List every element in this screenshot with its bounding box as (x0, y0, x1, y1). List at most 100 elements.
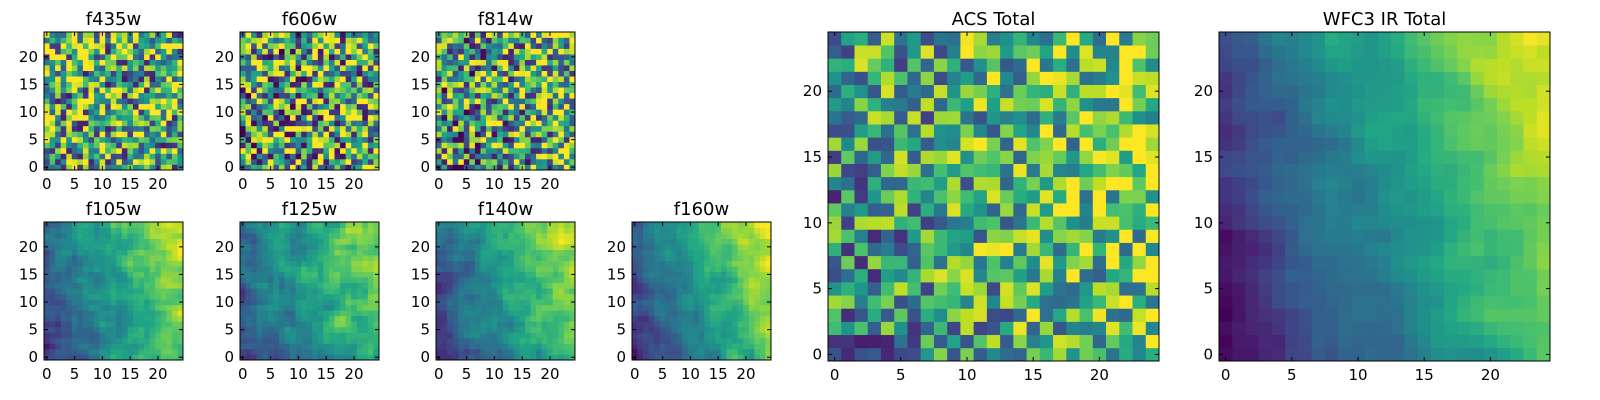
heatmap-cell (273, 343, 280, 350)
heatmap-cell (367, 326, 374, 333)
heatmap-cell (66, 32, 73, 38)
heatmap-cell (665, 288, 672, 295)
heatmap-cell (273, 260, 280, 267)
heatmap-cell (328, 337, 335, 344)
heatmap-cell (726, 321, 733, 328)
heatmap-cell (748, 227, 755, 234)
heatmap-cell (267, 98, 274, 105)
heatmap-cell (693, 255, 700, 261)
heatmap-cell (144, 164, 150, 171)
heatmap-cell (759, 354, 766, 361)
heatmap-cell (362, 92, 369, 99)
heatmap-cell (94, 326, 100, 333)
heatmap-cell (854, 229, 869, 243)
heatmap-cell (323, 70, 330, 77)
heatmap-cell (60, 92, 67, 99)
heatmap-cell (262, 164, 269, 171)
heatmap-cell (1132, 308, 1147, 322)
heatmap-cell (144, 282, 150, 289)
heatmap-cell (502, 244, 509, 250)
heatmap-cell (94, 48, 100, 55)
heatmap-cell (436, 142, 442, 149)
heatmap-cell (502, 92, 509, 99)
heatmap-cell (1053, 308, 1067, 322)
heatmap-cell (177, 348, 184, 355)
heatmap-cell (524, 277, 531, 284)
heatmap-cell (94, 164, 100, 171)
heatmap-cell (1000, 321, 1014, 336)
heatmap-cell (513, 136, 520, 143)
heatmap-cell (547, 321, 554, 328)
heatmap-cell (519, 227, 526, 234)
heatmap-cell (502, 310, 509, 317)
heatmap-cell (251, 260, 258, 267)
heatmap-cell (480, 354, 487, 361)
heatmap-cell (563, 120, 570, 127)
x-tick-label: 15 (121, 175, 140, 193)
heatmap-cell (301, 131, 308, 138)
heatmap-cell (77, 48, 84, 55)
heatmap-cell (132, 158, 139, 165)
heatmap-cell (486, 92, 492, 99)
heatmap-cell (1119, 176, 1133, 191)
heatmap-cell (441, 260, 448, 267)
heatmap-cell (547, 348, 554, 355)
heatmap-cell (720, 249, 727, 256)
heatmap-cell (105, 304, 112, 311)
heatmap-cell (240, 114, 246, 121)
heatmap-cell (986, 334, 1001, 349)
heatmap-cell (155, 114, 162, 121)
heatmap-cell (345, 244, 352, 250)
heatmap-cell (306, 238, 313, 245)
heatmap-cell (99, 120, 106, 127)
heatmap-cell (110, 103, 117, 110)
heatmap-cell (245, 293, 252, 300)
heatmap-cell (144, 222, 150, 228)
heatmap-cell (323, 282, 330, 289)
heatmap-cell (828, 229, 842, 243)
heatmap-cell (240, 43, 246, 49)
heatmap-cell (536, 59, 542, 66)
heatmap-cell (105, 348, 112, 355)
heatmap-cell (558, 249, 565, 256)
heatmap-cell (682, 222, 688, 228)
heatmap-cell (105, 343, 112, 350)
heatmap-cell (474, 120, 481, 127)
heatmap-cell (240, 337, 246, 344)
heatmap-cell (552, 343, 559, 350)
heatmap-cell (1000, 163, 1014, 178)
heatmap-cell (356, 65, 363, 71)
heatmap-cell (486, 142, 492, 149)
heatmap-cell (55, 70, 62, 77)
heatmap-cell (373, 142, 380, 149)
heatmap-cell (55, 43, 62, 49)
heatmap-cell (105, 266, 112, 273)
heatmap-cell (138, 271, 145, 278)
heatmap-cell (273, 48, 280, 55)
heatmap-cell (49, 92, 56, 99)
heatmap-cell (317, 304, 324, 311)
heatmap-cell (643, 326, 650, 333)
heatmap-cell (502, 48, 509, 55)
heatmap-cell (1066, 203, 1080, 217)
heatmap-cell (155, 321, 162, 328)
heatmap-cell (166, 131, 173, 138)
y-tick-label: 15 (215, 75, 234, 93)
heatmap-cell (240, 158, 246, 165)
heatmap-cell (552, 65, 559, 71)
heatmap-cell (687, 227, 694, 234)
heatmap-cell (166, 304, 173, 311)
heatmap-cell (251, 153, 258, 160)
heatmap-cell (44, 142, 50, 149)
heatmap-cell (637, 249, 644, 256)
heatmap-cell (436, 260, 442, 267)
heatmap-cell (704, 337, 711, 344)
heatmap-cell (513, 315, 520, 322)
heatmap-cell (894, 150, 908, 164)
heatmap-cell (569, 348, 576, 355)
heatmap-cell (284, 59, 291, 66)
heatmap-cell (1106, 282, 1120, 296)
heatmap-cell (99, 288, 106, 295)
heatmap-cell (480, 249, 487, 256)
heatmap-cell (508, 109, 515, 116)
